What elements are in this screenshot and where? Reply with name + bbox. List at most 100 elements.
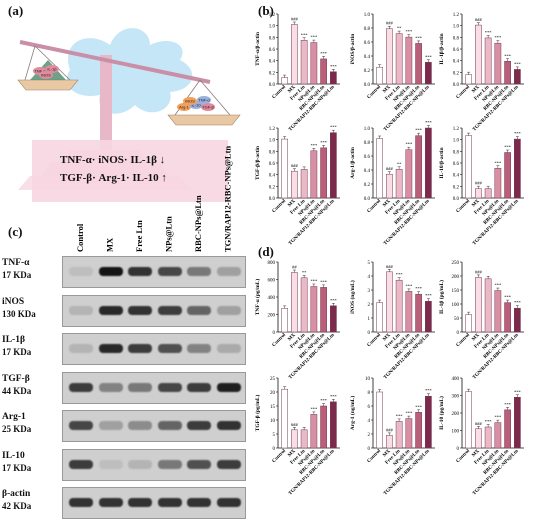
significance-label: ***: [330, 394, 338, 399]
y-tick-label: 0.8: [453, 150, 460, 155]
blot-row: IL-1β 17 KDa: [0, 331, 250, 367]
right-pan-label: iNOS: [185, 99, 195, 104]
significance-label: ***: [415, 404, 423, 409]
y-tick-label: 0.4: [364, 55, 371, 60]
significance-label: ***: [494, 283, 502, 288]
blot-group-header: TGN/RAP12-RBC-NPs@Ltn: [223, 146, 233, 252]
blot-band: [216, 459, 241, 469]
y-tick-label: 1.2: [269, 127, 276, 132]
pedestal-top: [100, 55, 112, 150]
y-tick-label: 0.4: [269, 60, 276, 65]
y-axis-label: IL-10/β-actin: [439, 147, 445, 178]
bar: [386, 28, 393, 85]
significance-label: ***: [405, 411, 413, 416]
x-tick-label: MX: [382, 333, 392, 343]
blot-strip: [62, 448, 246, 481]
blot-band: [157, 267, 182, 276]
bar: [475, 277, 482, 333]
significance-label: ***: [320, 51, 328, 56]
blot-band: [157, 459, 182, 469]
bar: [514, 397, 521, 449]
blot-protein-name: TGF-β: [2, 373, 30, 384]
blot-group-header: Control: [75, 223, 85, 252]
significance-label: ***: [425, 54, 433, 59]
y-axis-label: TGF-β (pg/mL): [254, 395, 261, 432]
blot-band: [98, 382, 123, 392]
y-axis-label: IL-10 (pg/mL): [438, 396, 445, 430]
blot-row: TGF-β 44 KDa: [0, 370, 250, 406]
bar-chart-6: 0.00.20.40.60.81.01.2IL-10/β-actinContro…: [439, 127, 524, 247]
bar: [395, 421, 403, 449]
y-tick-label: 1.0: [453, 25, 460, 30]
significance-label: ***: [301, 32, 309, 37]
bar: [291, 24, 298, 85]
blot-band: [187, 382, 211, 392]
significance-label: ***: [425, 293, 433, 298]
y-tick-label: 0.6: [364, 155, 371, 160]
y-axis-label: IL-1β (pg/mL): [438, 280, 445, 314]
significance-label: **: [397, 26, 402, 31]
x-tick-label: MX: [471, 333, 481, 343]
significance-label: ***: [310, 279, 318, 284]
blot-strip: [62, 333, 246, 365]
significance-label: ***: [514, 389, 522, 394]
x-tick-label: MX: [471, 199, 481, 209]
left-pan-label: iNOS: [41, 73, 51, 78]
left-pan: [17, 79, 79, 91]
significance-label: ***: [425, 120, 433, 125]
blot-band: [157, 421, 182, 430]
bar: [415, 43, 422, 85]
bar-chart-2: 0.00.20.40.60.81.0iNOS/β-actinControl###…: [350, 13, 435, 133]
blot-strip: [62, 256, 246, 288]
y-tick-label: 1.2: [453, 127, 460, 132]
bar: [320, 405, 327, 449]
y-tick-label: 0: [457, 331, 460, 336]
y-tick-label: 600: [268, 279, 276, 284]
bar: [415, 293, 422, 333]
bar: [425, 300, 432, 333]
y-tick-label: 1.2: [453, 13, 460, 18]
blot-group-header: Free Ltn: [134, 220, 144, 252]
blot-band: [157, 305, 182, 315]
y-tick-label: 0: [368, 331, 371, 336]
bar: [484, 278, 492, 333]
significance-label: ***: [514, 61, 522, 66]
bar: [310, 414, 318, 449]
bar: [376, 66, 383, 85]
bar: [494, 290, 502, 333]
blot-strip: [62, 487, 246, 519]
bar: [465, 135, 472, 199]
y-tick-label: 0.0: [453, 197, 460, 202]
bar: [475, 428, 482, 449]
bar: [376, 391, 383, 449]
blot-band: [157, 382, 182, 392]
panel-a-label: (a): [8, 3, 24, 18]
bar: [475, 24, 482, 85]
x-tick-label: MX: [287, 199, 297, 209]
panel-b-label: (b): [258, 3, 274, 18]
blot-molecular-weight: 17 KDa: [2, 462, 32, 473]
blot-molecular-weight: 25 KDa: [2, 424, 32, 434]
blot-band: [128, 498, 152, 507]
y-tick-label: 0.2: [453, 185, 460, 190]
significance-label: ***: [494, 35, 502, 40]
y-tick-label: 0.6: [269, 48, 276, 53]
significance-label: ***: [330, 64, 338, 69]
significance-label: ###: [475, 17, 483, 22]
schematic-line-1: TNF-α· iNOS· IL-1β ↓: [60, 154, 165, 166]
bar-chart-1: 0.00.20.40.60.81.01.2TNF-α/β-actinContro…: [255, 13, 340, 133]
left-pan-oval: [45, 65, 59, 73]
blot-molecular-weight: 44 KDa: [2, 385, 32, 396]
right-pan: [167, 114, 241, 126]
y-tick-label: 150: [452, 289, 460, 294]
y-tick-label: 0.2: [269, 185, 276, 190]
bar: [405, 291, 413, 333]
bar: [281, 138, 288, 199]
right-pan-label: TGF-β: [202, 105, 214, 110]
blot-protein-name: IL-10: [2, 450, 25, 461]
x-tick-label: MX: [287, 449, 297, 459]
bar: [281, 77, 288, 85]
bar: [484, 426, 492, 449]
